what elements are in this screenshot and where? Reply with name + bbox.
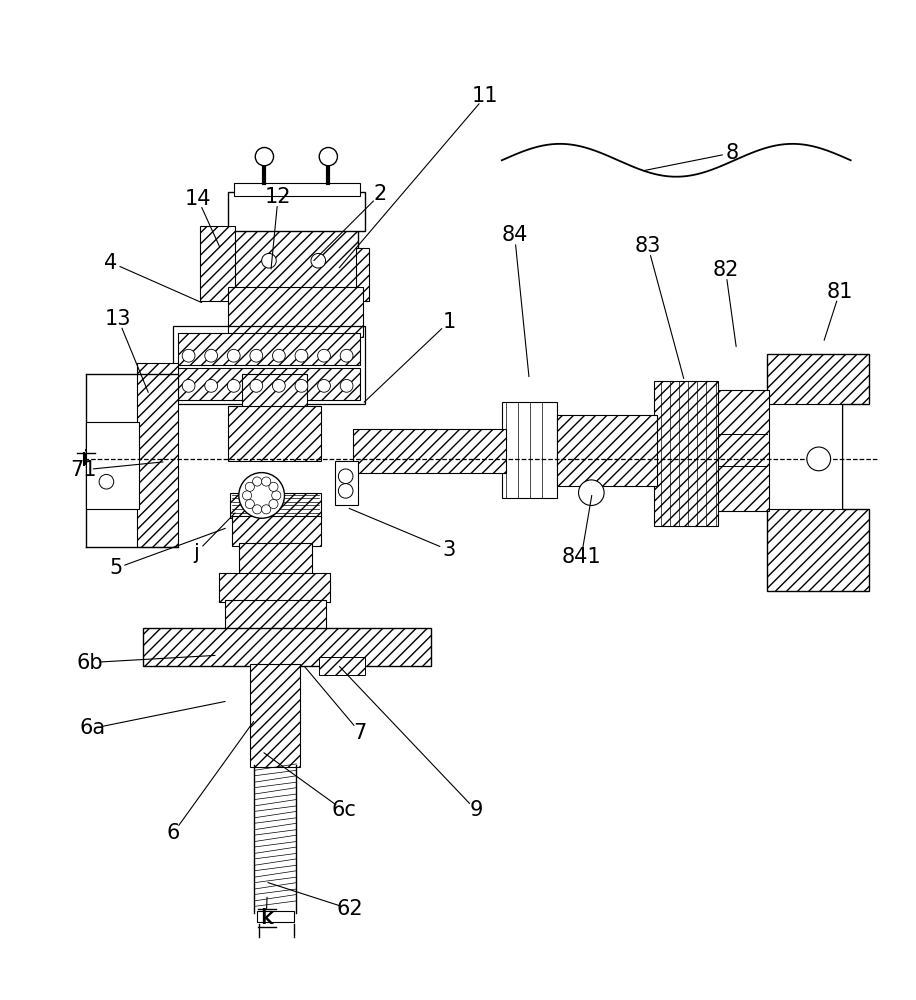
Circle shape (239, 473, 285, 518)
Bar (239, 543, 311, 575)
Circle shape (269, 499, 278, 509)
Circle shape (338, 484, 353, 498)
Text: 6: 6 (167, 823, 180, 843)
Text: 62: 62 (337, 899, 364, 919)
Text: 14: 14 (184, 189, 211, 209)
Text: i: i (83, 449, 89, 469)
Circle shape (205, 379, 218, 392)
Circle shape (338, 469, 353, 484)
Circle shape (272, 349, 285, 362)
Bar (232, 516, 321, 546)
Bar (319, 657, 365, 675)
Bar (233, 228, 358, 290)
Circle shape (245, 499, 255, 509)
Circle shape (243, 491, 252, 500)
Circle shape (250, 379, 263, 392)
Bar (767, 404, 842, 509)
Bar (228, 406, 321, 461)
Bar (716, 390, 769, 511)
Circle shape (579, 480, 605, 505)
Circle shape (311, 253, 325, 268)
Text: 11: 11 (472, 86, 498, 106)
Polygon shape (767, 354, 869, 591)
Text: 6c: 6c (332, 800, 356, 820)
Circle shape (182, 349, 195, 362)
Text: 82: 82 (713, 260, 739, 280)
Text: k: k (261, 908, 273, 928)
Text: 6b: 6b (77, 653, 104, 673)
Bar (86, 422, 139, 509)
Circle shape (340, 349, 353, 362)
Text: i: i (83, 449, 89, 469)
Bar (178, 368, 360, 400)
Text: 6a: 6a (80, 718, 105, 738)
Bar (201, 226, 235, 301)
Bar (502, 402, 557, 498)
Text: k: k (260, 908, 272, 928)
Circle shape (269, 482, 278, 491)
Text: 84: 84 (501, 225, 528, 245)
Text: 5: 5 (109, 558, 122, 578)
Bar (143, 628, 431, 666)
Bar (228, 192, 365, 231)
Bar (219, 573, 330, 602)
Circle shape (245, 482, 255, 491)
Circle shape (182, 379, 195, 392)
Text: j: j (193, 543, 199, 563)
Circle shape (262, 505, 271, 514)
Bar (557, 415, 657, 486)
Circle shape (319, 147, 337, 166)
Text: 12: 12 (265, 187, 291, 207)
Bar (242, 374, 308, 409)
Bar (353, 429, 507, 473)
Text: 4: 4 (104, 253, 117, 273)
Text: 8: 8 (725, 143, 738, 163)
Circle shape (256, 147, 274, 166)
Circle shape (99, 474, 114, 489)
Circle shape (295, 379, 308, 392)
Circle shape (272, 379, 285, 392)
Bar (355, 248, 369, 301)
Text: 83: 83 (635, 236, 661, 256)
Polygon shape (136, 363, 178, 547)
Bar (257, 911, 294, 922)
Circle shape (318, 349, 331, 362)
Bar (334, 461, 357, 505)
Bar (234, 183, 360, 196)
Circle shape (227, 349, 240, 362)
Text: 1: 1 (442, 312, 455, 332)
Circle shape (253, 505, 262, 514)
Circle shape (227, 379, 240, 392)
Circle shape (262, 477, 271, 486)
Circle shape (205, 349, 218, 362)
Bar (250, 664, 300, 767)
Circle shape (807, 447, 831, 471)
Bar (228, 287, 363, 337)
Circle shape (250, 349, 263, 362)
Text: 81: 81 (826, 282, 853, 302)
Text: 71: 71 (71, 460, 97, 480)
Text: 9: 9 (470, 800, 483, 820)
Circle shape (318, 379, 331, 392)
Text: 2: 2 (374, 184, 387, 204)
Circle shape (340, 379, 353, 392)
Bar (173, 326, 365, 404)
Text: 7: 7 (354, 723, 367, 743)
Bar (654, 381, 718, 526)
Text: 841: 841 (562, 547, 601, 567)
Circle shape (295, 349, 308, 362)
Bar (178, 333, 360, 365)
Circle shape (253, 477, 262, 486)
Circle shape (262, 253, 277, 268)
Text: 3: 3 (442, 540, 455, 560)
Bar (230, 493, 321, 518)
Text: 13: 13 (105, 309, 132, 329)
Circle shape (272, 491, 281, 500)
Bar (225, 600, 325, 630)
